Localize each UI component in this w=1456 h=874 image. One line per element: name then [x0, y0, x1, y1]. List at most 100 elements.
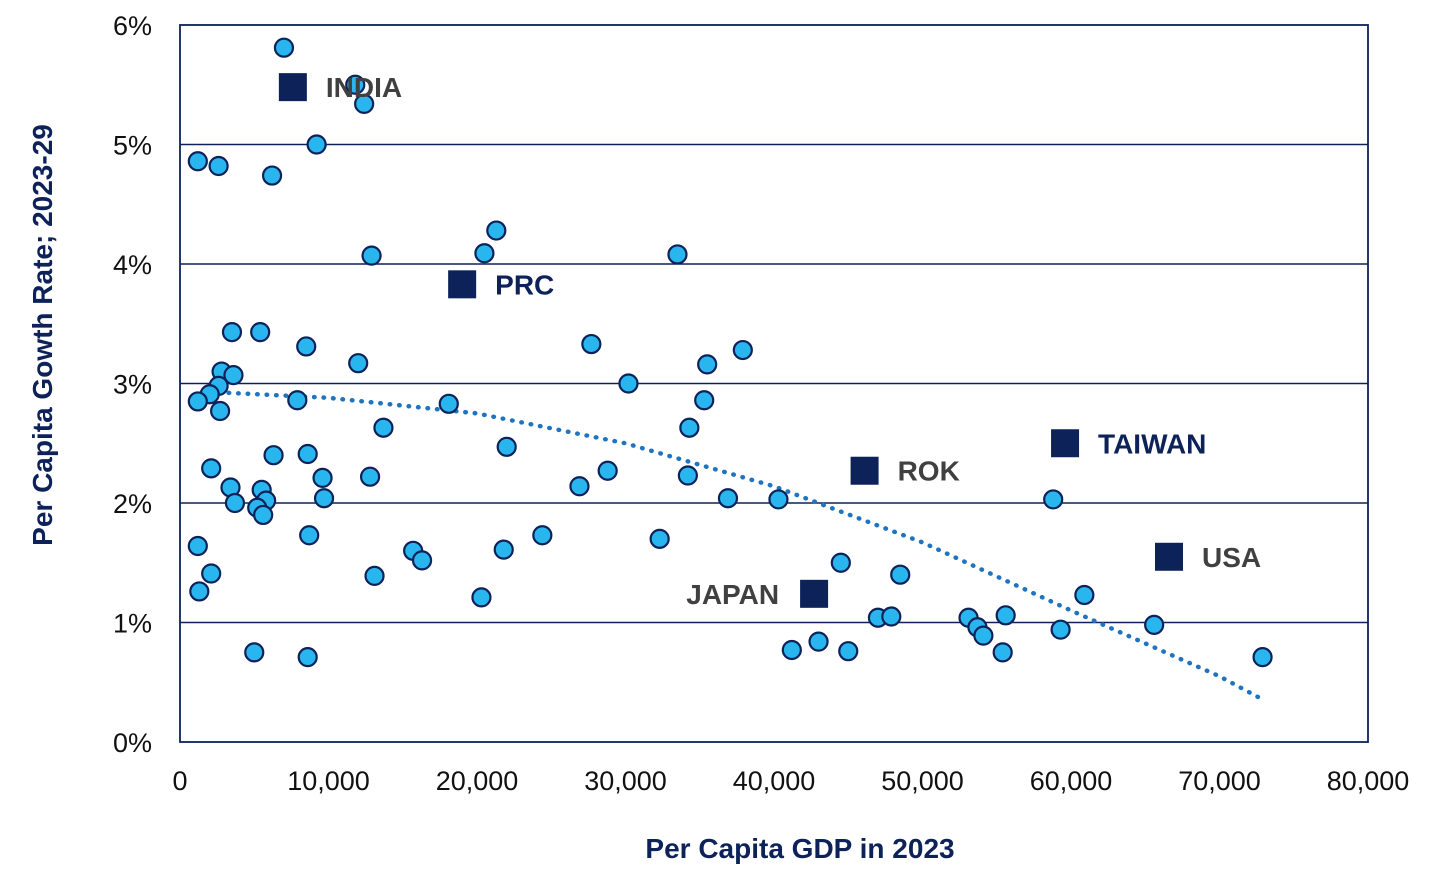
data-point-74 [992, 642, 1013, 663]
data-point-64 [881, 606, 902, 627]
x-tick-labels: 0 10,000 20,000 30,000 40,000 50,000 60,000 70,… [172, 766, 1409, 796]
data-point-5 [306, 134, 327, 155]
data-point-9 [474, 243, 495, 264]
data-point-76 [297, 647, 318, 668]
data-point-37 [677, 465, 698, 486]
data-point-6 [261, 165, 283, 186]
data-point-2 [354, 93, 375, 114]
data-point-7 [361, 245, 382, 266]
x-tick-label-2: 20,000 [436, 766, 519, 796]
data-point-19 [223, 365, 244, 386]
x-tick-label-3: 30,000 [584, 766, 667, 796]
y-tick-label-4: 4% [113, 250, 152, 280]
data-point-25 [438, 393, 459, 414]
highlight-marker-taiwan [1051, 429, 1080, 458]
x-tick-label-5: 50,000 [881, 766, 964, 796]
data-point-1 [345, 74, 366, 95]
y-tick-label-5: 5% [113, 131, 152, 161]
data-point-54 [493, 539, 514, 560]
data-point-8 [486, 220, 507, 241]
data-point-51 [649, 528, 670, 549]
y-axis-title: Per Capita Gowth Rate; 2023-29 [27, 124, 58, 546]
data-point-29 [679, 417, 700, 438]
data-point-61 [471, 587, 492, 608]
data-point-52 [187, 535, 208, 557]
highlight-marker-usa [1155, 542, 1184, 571]
highlight-label-usa: USA [1202, 542, 1261, 573]
data-point-66 [995, 605, 1016, 626]
highlighted-points: INDIA PRC ROK TAIWAN USA JAPAN [278, 72, 1261, 610]
data-point-40 [569, 476, 590, 497]
data-point-70 [1144, 614, 1165, 635]
x-tick-label-4: 40,000 [733, 766, 816, 796]
data-point-11 [221, 322, 243, 343]
data-point-23 [209, 400, 231, 422]
y-tick-label-3: 3% [113, 370, 152, 400]
x-tick-label-7: 70,000 [1178, 766, 1261, 796]
y-tick-label-1: 1% [113, 609, 152, 639]
data-point-24 [287, 390, 308, 411]
data-point-55 [411, 550, 433, 571]
x-tick-label-8: 80,000 [1327, 766, 1410, 796]
data-point-60 [189, 581, 210, 602]
x-tick-label-0: 0 [172, 766, 187, 796]
data-point-43 [313, 488, 335, 509]
data-point-27 [694, 390, 715, 411]
highlight-marker-japan [800, 579, 829, 608]
data-point-17 [732, 339, 753, 361]
highlight-label-prc: PRC [495, 269, 554, 300]
data-point-46 [1043, 489, 1064, 510]
data-point-77 [1252, 647, 1273, 668]
data-point-26 [618, 373, 639, 394]
data-point-35 [359, 466, 381, 487]
data-point-72 [808, 631, 829, 652]
gridlines [179, 24, 1369, 743]
highlight-label-india: INDIA [326, 72, 402, 103]
data-point-57 [201, 563, 222, 584]
data-point-13 [296, 336, 317, 357]
plot-frame [179, 24, 1369, 743]
data-point-12 [250, 322, 271, 343]
data-point-56 [830, 552, 851, 573]
data-point-73 [838, 641, 859, 662]
data-point-14 [348, 353, 369, 374]
data-point-59 [890, 564, 911, 585]
data-point-10 [667, 244, 688, 265]
data-point-71 [781, 639, 802, 661]
data-point-0 [273, 37, 295, 58]
data-point-30 [263, 445, 284, 466]
data-point-32 [496, 436, 517, 457]
data-point-4 [208, 155, 229, 177]
data-point-36 [597, 460, 618, 481]
data-point-62 [1074, 584, 1095, 606]
y-tick-label-2: 2% [113, 489, 152, 519]
data-point-22 [187, 391, 208, 412]
y-tick-labels: 0% 1% 2% 3% 4% 5% 6% [113, 11, 152, 758]
data-point-15 [581, 333, 602, 355]
data-point-75 [244, 642, 265, 663]
highlight-label-taiwan: TAIWAN [1098, 428, 1206, 459]
y-tick-label-6: 6% [113, 11, 152, 41]
data-point-16 [697, 354, 718, 375]
data-point-31 [297, 443, 318, 465]
data-point-58 [364, 565, 385, 586]
x-axis-title: Per Capita GDP in 2023 [645, 833, 954, 864]
highlight-label-rok: ROK [898, 456, 960, 487]
highlight-marker-prc [448, 270, 477, 299]
data-point-34 [312, 467, 333, 489]
data-point-28 [373, 417, 394, 438]
highlight-marker-india [278, 73, 307, 102]
data-point-45 [768, 489, 789, 510]
data-point-49 [299, 525, 320, 546]
y-tick-label-0: 0% [113, 728, 152, 758]
x-tick-label-1: 10,000 [287, 766, 370, 796]
data-point-68 [973, 625, 994, 646]
highlight-label-japan: JAPAN [686, 579, 779, 610]
x-tick-label-6: 60,000 [1030, 766, 1113, 796]
data-point-69 [1050, 619, 1071, 640]
data-point-33 [201, 458, 222, 479]
data-point-44 [717, 488, 739, 509]
data-point-50 [532, 525, 553, 546]
data-point-48 [253, 504, 274, 526]
